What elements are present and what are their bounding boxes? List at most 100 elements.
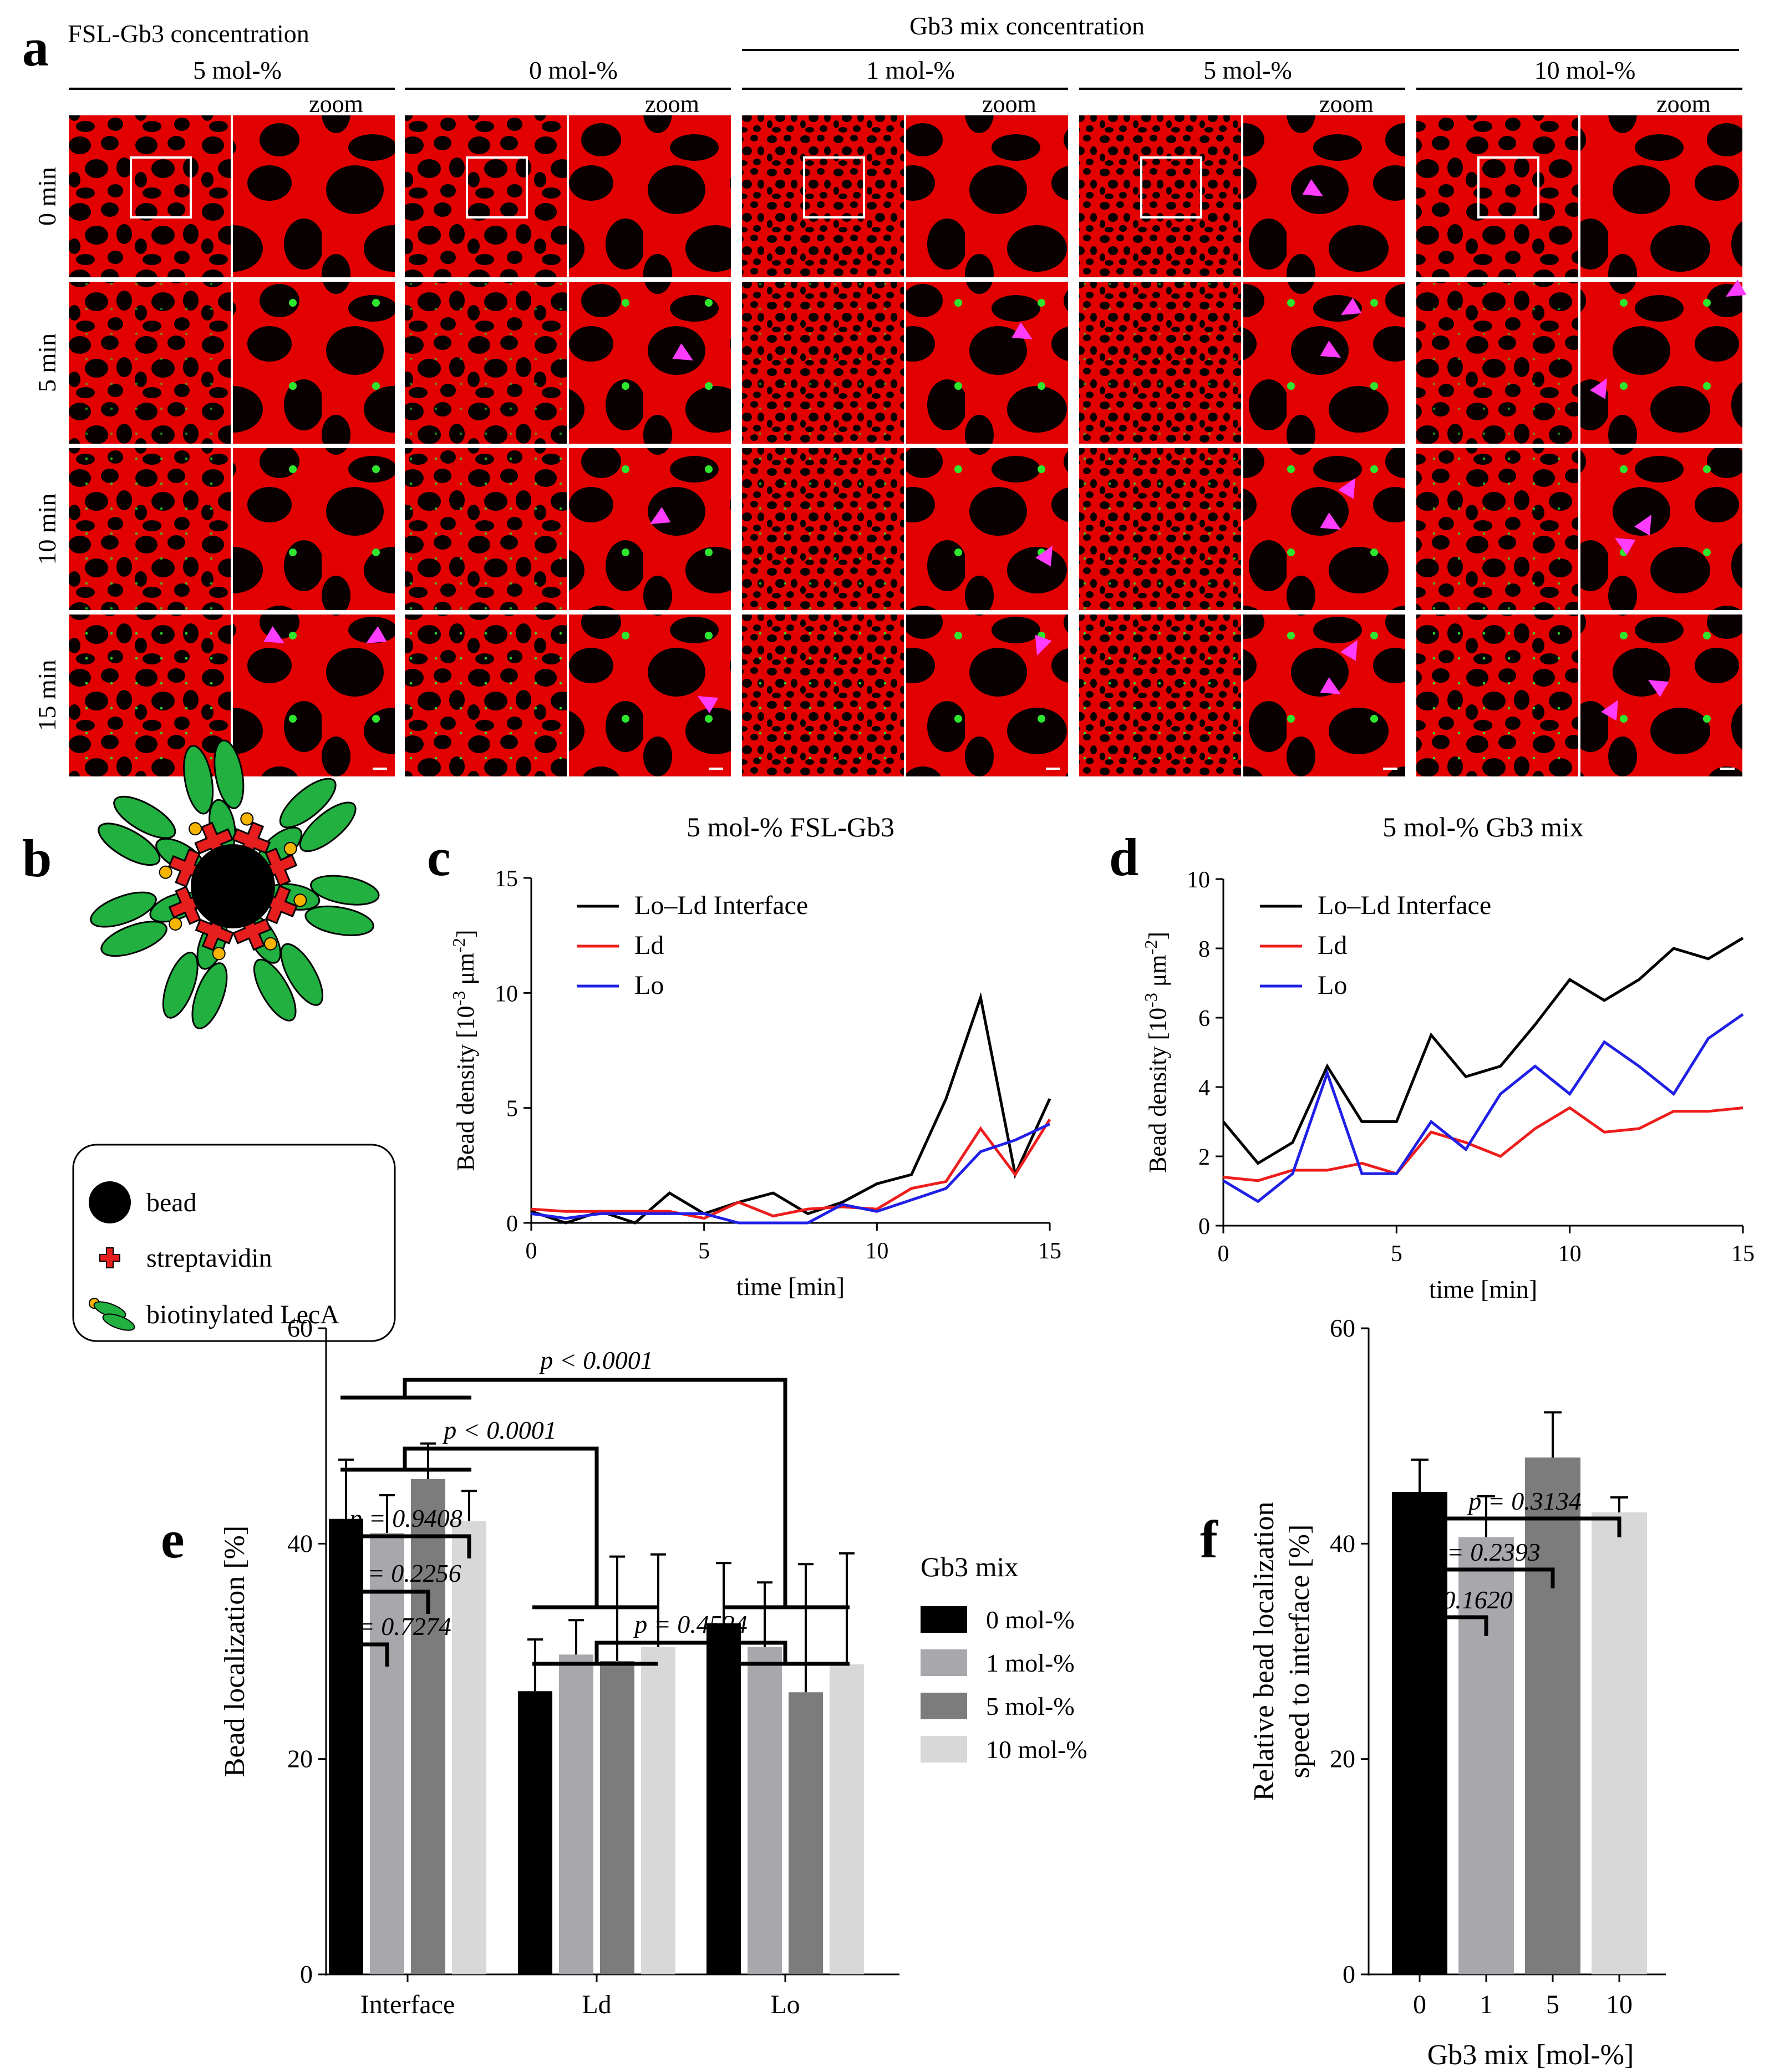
streptavidin-icon	[99, 1247, 120, 1268]
bead-arrowhead	[1590, 378, 1607, 399]
bead-arrowhead-shape	[1302, 179, 1323, 196]
image-column: 1 mol-% zoom	[742, 56, 1068, 776]
microscopy-zoom	[906, 115, 1068, 277]
zoom-region-box	[1140, 156, 1202, 219]
mix-group-title: Gb3 mix concentration	[909, 12, 1145, 40]
legend-label: Ld	[634, 931, 664, 960]
y-axis-label-superscript: -3	[449, 991, 469, 1006]
bead-arrowhead-shape	[1341, 298, 1362, 315]
bead-arrowhead	[698, 696, 719, 713]
legend-title: Gb3 mix	[921, 1551, 1018, 1582]
fsl-group-title: FSL-Gb3 concentration	[68, 19, 309, 48]
sig-bracket-0v5	[344, 1589, 430, 1614]
x-category-label: 1	[1480, 1990, 1493, 2019]
bead-arrowhead-shape	[1726, 280, 1747, 297]
image-column: 10 mol-% zoom	[1416, 56, 1742, 776]
sig-bracket-0v5-label: p = 0.2256	[347, 1559, 461, 1587]
y-axis-label-superscript: -2	[449, 938, 469, 953]
row-label: 5 min	[33, 333, 61, 392]
bead-arrowhead	[1011, 322, 1033, 339]
streptavidin-shape	[99, 1247, 120, 1268]
sig-bracket-0v1-label: p = 0.7274	[337, 1612, 451, 1641]
row-label: 15 min	[33, 659, 61, 731]
sig-ld-lo-link	[594, 1641, 787, 1664]
lecA-subunit	[162, 952, 199, 1019]
bead-signal-overview	[1079, 282, 1241, 444]
y-tick-label: 20	[1330, 1745, 1355, 1773]
x-category-label: Interface	[360, 1990, 455, 2019]
microscopy-zoom	[1580, 115, 1742, 277]
biotin-dot	[283, 842, 297, 856]
bead-arrowhead	[672, 343, 693, 360]
bead-signal-zoom	[1243, 448, 1405, 610]
y-axis-label-line2: speed to interface [%]	[1284, 1525, 1315, 1779]
x-tick-label: 0	[526, 1238, 537, 1264]
panel-f-bar-chart: f 0 20 40 60 Relative bead localization speed …	[1200, 1314, 1666, 2071]
x-tick-label: 5	[698, 1238, 710, 1264]
bead-icon	[191, 844, 275, 928]
row-label: 10 min	[33, 493, 61, 565]
lecA-subunit	[183, 745, 214, 815]
bead-arrowhead-shape	[650, 507, 671, 524]
bar	[1458, 1537, 1514, 1974]
x-tick-label: 10	[865, 1238, 888, 1264]
bead-arrowhead	[1035, 546, 1053, 567]
legend-swatch	[921, 1649, 967, 1676]
microscopy-overview	[742, 115, 904, 277]
zoom-label: zoom	[309, 90, 363, 118]
y-tick-label: 0	[1198, 1214, 1210, 1240]
microscopy-zoom	[233, 115, 395, 277]
bead-signal-overview	[1416, 615, 1578, 776]
bar	[706, 1623, 741, 1974]
panel-letter-c: c	[427, 827, 451, 887]
y-tick-label: 10	[1187, 867, 1210, 893]
bead-signal-overview	[1079, 615, 1241, 776]
sig-bracket-0v1-label: p = 0.1620	[1398, 1586, 1513, 1614]
lecA-subunit	[102, 1313, 135, 1331]
column-label: 5 mol-%	[1203, 56, 1292, 84]
bead-arrowhead	[1601, 700, 1618, 721]
y-axis-label-part: μm	[452, 953, 479, 991]
lecA-subunit	[191, 962, 228, 1029]
bead-arrowhead-shape	[1338, 478, 1355, 499]
column-label: 0 mol-%	[529, 56, 618, 84]
sig-tree-interface-ld-label: p < 0.0001	[442, 1416, 557, 1444]
lecA-subunit	[279, 778, 337, 829]
bead-signal-overview	[1416, 448, 1578, 610]
bead-signal-zoom	[1580, 615, 1742, 776]
bead-arrowhead	[1634, 515, 1651, 536]
y-axis-label: Bead density [10-3 μm-2]	[1141, 932, 1171, 1173]
lecA-subunit	[304, 905, 374, 936]
lecA-subunit	[90, 891, 157, 928]
bead-signal-zoom	[569, 615, 731, 776]
panel-d-line-chart: d 5 mol-% Gb3 mix 0 2 4 6 8 10 0 5 10 15 time [min] B…	[1109, 811, 1755, 1303]
legend-label: Lo	[1318, 971, 1347, 1000]
y-tick-label: 5	[506, 1096, 518, 1122]
biotin-dot	[169, 917, 182, 931]
panel-letter-f: f	[1200, 1510, 1218, 1569]
y-tick-label: 10	[495, 981, 518, 1007]
legend-box	[72, 1144, 396, 1342]
y-axis-label-part: ]	[452, 930, 479, 938]
zoom-region-box	[466, 156, 528, 219]
lecA-subunit	[310, 875, 380, 906]
chart-title: 5 mol-% FSL-Gb3	[687, 811, 894, 842]
sig-bracket-0v10	[344, 1534, 471, 1558]
sig-bracket-0v10-label: p = 0.3134	[1467, 1487, 1582, 1515]
bar	[411, 1479, 445, 1974]
series-line-lo	[531, 1123, 1051, 1225]
y-axis-label-part: μm	[1144, 954, 1171, 993]
bead-signal-zoom	[906, 448, 1068, 610]
microscopy-overview	[69, 115, 231, 277]
y-axis-label: Bead density [10-3 μm-2]	[449, 930, 479, 1171]
bead-arrowhead-shape	[672, 343, 693, 360]
bead-arrowhead-shape	[1634, 515, 1651, 536]
sig-bracket-0v1	[344, 1642, 389, 1667]
sig-bracket-0v1	[1417, 1615, 1488, 1636]
bead-arrowhead-shape	[1320, 512, 1341, 530]
legend-label: 5 mol-%	[986, 1692, 1075, 1720]
x-category-label: 0	[1413, 1990, 1426, 2019]
y-tick-label: 60	[287, 1314, 313, 1342]
microscopy-overview	[1416, 115, 1578, 277]
